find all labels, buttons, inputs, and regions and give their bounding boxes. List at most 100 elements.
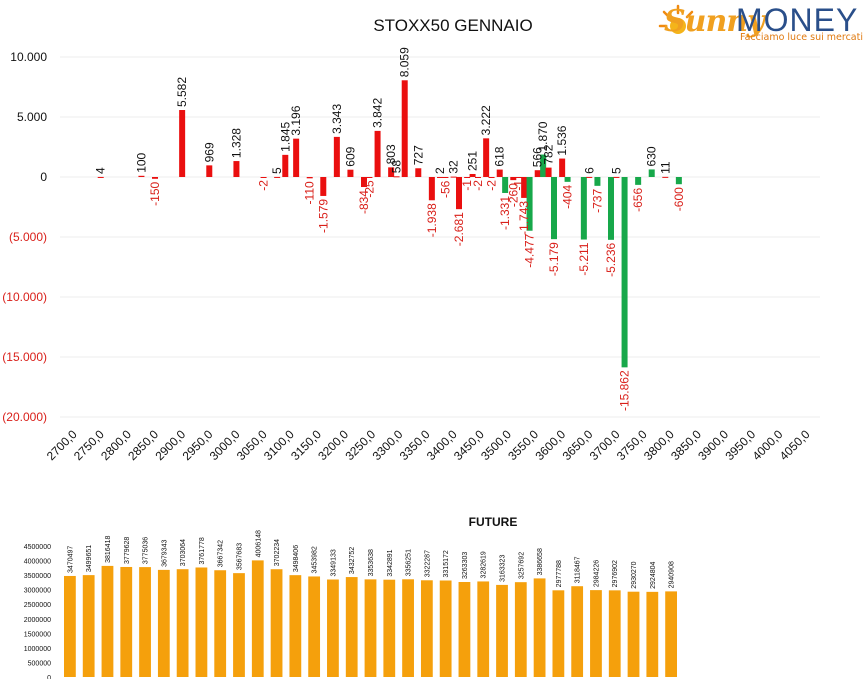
data-bar — [388, 167, 395, 177]
data-label: 100 — [134, 152, 148, 172]
data-label: 618 — [493, 146, 507, 166]
data-bar — [580, 177, 587, 240]
data-bar — [635, 177, 642, 185]
future-value-label: 2976902 — [612, 560, 619, 587]
future-bar — [327, 579, 339, 677]
data-label: 1.870 — [536, 121, 550, 151]
data-label: -5.211 — [577, 242, 591, 275]
data-label: -404 — [561, 185, 575, 209]
data-label: -1 — [512, 180, 526, 191]
data-label: 11 — [658, 161, 672, 174]
future-chart-y-axis: 0 500000 1000000 1500000 2000000 2500000 30000… — [24, 544, 51, 679]
data-bar — [613, 176, 620, 178]
y-tick-label: 0 — [40, 170, 47, 184]
data-label: -5.236 — [604, 243, 618, 277]
future-value-label: 3761778 — [199, 537, 206, 564]
future-bar — [646, 591, 659, 677]
data-bar — [393, 176, 400, 178]
data-label: -5.179 — [547, 242, 561, 276]
data-bar — [97, 176, 104, 178]
future-bar — [82, 575, 95, 677]
future-bar — [590, 590, 602, 677]
data-bar — [594, 177, 601, 186]
data-bar — [437, 176, 443, 178]
future-y-tick-label: 0 — [47, 675, 51, 679]
data-label: 566 — [531, 147, 545, 167]
data-bar — [559, 158, 566, 177]
future-y-tick-label: 1500000 — [24, 631, 51, 638]
future-value-label: 3499651 — [86, 545, 93, 572]
y-tick-label: (5.000) — [9, 230, 47, 244]
y-tick-label: (10.000) — [2, 290, 47, 304]
future-bar — [533, 578, 546, 677]
future-value-label: 3432752 — [349, 547, 356, 574]
future-bar — [120, 566, 133, 677]
main-chart-title: STOXX50 GENNAIO — [373, 16, 532, 35]
main-chart-bars — [97, 80, 682, 368]
y-tick-label: (20.000) — [2, 410, 47, 424]
data-bar — [293, 138, 300, 177]
data-bar — [534, 170, 541, 177]
data-label: 5 — [609, 167, 623, 174]
future-value-label: 2984226 — [593, 560, 600, 587]
data-bar — [586, 176, 593, 178]
future-y-tick-label: 500000 — [28, 660, 51, 667]
data-bar — [469, 173, 476, 177]
data-label: 3.343 — [330, 104, 344, 134]
data-bar — [347, 169, 354, 177]
future-bar — [420, 580, 433, 677]
data-label: 5.582 — [175, 77, 189, 107]
data-label: -4.477 — [523, 233, 537, 267]
future-chart-bars — [64, 560, 677, 677]
data-bar — [648, 169, 655, 177]
data-label: 803 — [384, 144, 398, 164]
future-value-label: 3349133 — [330, 549, 337, 576]
data-label: -260 — [506, 183, 520, 207]
data-label: 609 — [343, 146, 357, 166]
data-bar — [483, 138, 490, 177]
main-chart-x-axis: 2700,02750,02800,02850,02900,02950,03000… — [44, 427, 813, 463]
future-bar — [289, 575, 302, 677]
data-label: -2 — [485, 180, 499, 191]
future-value-label: 3356251 — [406, 549, 413, 576]
future-y-tick-label: 4500000 — [24, 544, 51, 551]
future-bar — [627, 591, 640, 677]
y-tick-label: (15.000) — [2, 350, 47, 364]
data-bar — [206, 165, 213, 177]
data-bar — [496, 169, 503, 177]
future-value-label: 3257692 — [518, 552, 525, 579]
future-bar — [176, 569, 189, 677]
data-bar — [260, 177, 267, 178]
future-value-label: 3775036 — [143, 537, 150, 564]
sun-icon — [658, 4, 694, 34]
future-chart-data-labels: 3470497 3499651 3816418 3779628 3775036 36793… — [67, 530, 675, 589]
future-bar — [270, 569, 283, 677]
future-bar — [64, 575, 76, 677]
data-bar — [442, 177, 449, 178]
y-tick-label: 5.000 — [17, 110, 47, 124]
data-label: -1.743 — [517, 201, 531, 235]
data-bar — [608, 177, 614, 240]
future-bar — [195, 567, 208, 677]
future-bar — [383, 579, 396, 677]
data-bar — [361, 177, 367, 188]
data-label: 4 — [94, 167, 108, 174]
data-label: -25 — [362, 180, 376, 198]
data-label: -1.331 — [498, 196, 512, 230]
data-label: -150 — [148, 181, 162, 205]
future-bar — [308, 576, 321, 677]
data-bar — [179, 110, 186, 177]
future-bar — [139, 567, 151, 677]
future-value-label: 2940908 — [669, 561, 676, 588]
future-bar — [608, 590, 621, 677]
future-y-tick-label: 2000000 — [24, 617, 51, 624]
data-label: 782 — [542, 144, 556, 164]
future-bar — [157, 569, 170, 677]
x-tick-label: 4050,0 — [777, 427, 813, 463]
data-bar — [675, 177, 682, 185]
data-label: -656 — [631, 188, 645, 212]
data-bar — [540, 154, 547, 177]
data-bar — [564, 177, 571, 182]
data-bar — [274, 176, 281, 178]
data-bar — [475, 177, 481, 178]
